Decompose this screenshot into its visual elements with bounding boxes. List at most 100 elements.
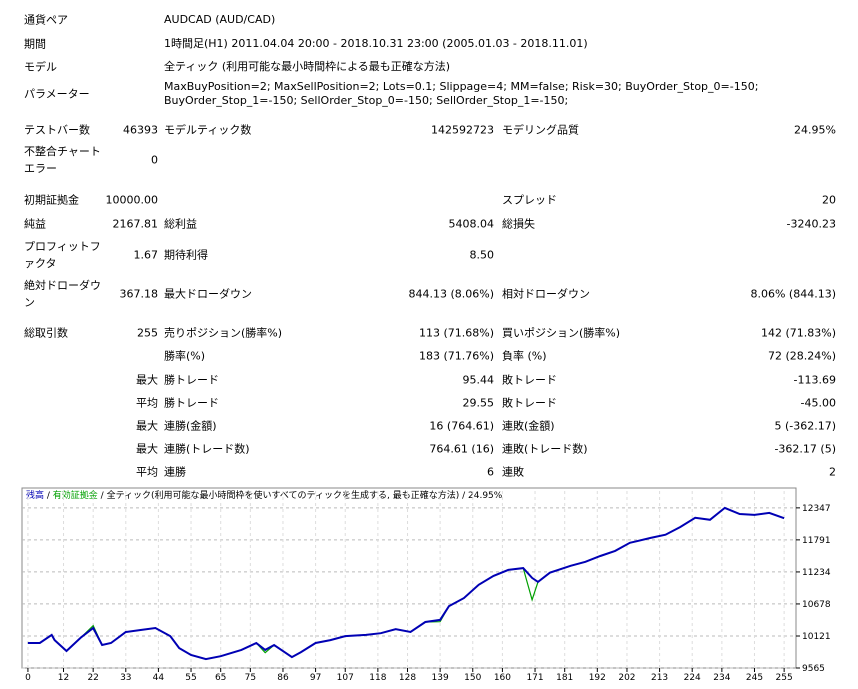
stat-value: 367.18 [119,287,159,301]
stat-value: 113 (71.68%) [418,326,494,340]
stat-value: 1.67 [133,248,159,262]
legend-balance: 残高 [26,489,44,501]
stat-label: 期待利得 [164,248,208,262]
stat-value: 5 (-362.17) [774,419,836,433]
legend-equity: 有効証拠金 [53,489,98,501]
stat-label: 総損失 [502,217,535,231]
stat-label: 負率 (%) [502,349,547,363]
stat-label: プロフィットファクタ [24,240,101,270]
stat-label: 敗トレード [502,373,557,387]
plot-frame [21,487,797,669]
x-tick-label: 65 [215,673,226,683]
stat-value: 2167.81 [112,217,159,231]
stat-label: テストバー数 [24,123,90,137]
stat-label: 総利益 [164,217,197,231]
chart-legend: 残高 / 有効証拠金 / 全ティック(利用可能な最小時間枠を使いすべてのティック… [26,489,503,501]
x-tick-label: 139 [432,673,449,683]
setting-value: AUDCAD (AUD/CAD) [164,13,276,26]
x-tick-label: 224 [684,673,701,683]
stat-label: 純益 [24,217,46,231]
stat-label: 総取引数 [24,326,68,340]
x-tick-label: 0 [25,673,31,683]
stat-label: 連勝(トレード数) [164,442,250,456]
stat-value: 142 (71.83%) [760,326,836,340]
x-tick-label: 245 [746,673,763,683]
stat-label: 連敗(金額) [502,419,555,433]
setting-label: パラメーター [24,87,90,101]
y-tick-label: 10121 [802,632,831,642]
stat-value: 844.13 (8.06%) [408,287,494,301]
series-line [27,506,785,661]
stat-label: 絶対ドローダウン [24,279,101,309]
setting-value: MaxBuyPosition=2; MaxSellPosition=2; Lot… [164,80,759,107]
stat-value: 最大 [136,373,158,387]
stat-value: 8.50 [469,248,495,262]
stat-value: 95.44 [462,373,495,387]
chart-subtitle: 全ティック(利用可能な最小時間枠を使いすべてのティックを生成する, 最も正確な方… [107,489,460,501]
stat-label: 連勝(金額) [164,419,217,433]
stat-value: 最大 [136,419,158,433]
stat-value: 0 [151,153,158,167]
stat-label: 敗トレード [502,396,557,410]
stat-value: 255 [137,326,158,340]
stat-label: 不整合チャートエラー [24,145,101,175]
stat-label: モデリング品質 [502,123,579,137]
stat-value: 最大 [136,442,158,456]
x-tick-label: 86 [277,673,289,683]
stat-value: 183 (71.76%) [418,349,494,363]
y-tick-label: 12347 [802,504,831,514]
x-tick-label: 171 [526,673,543,683]
x-tick-label: 181 [556,673,573,683]
stat-value: 10000.00 [105,193,159,207]
setting-label: 通貨ペア [24,13,68,27]
stat-label: 最大ドローダウン [164,287,252,301]
stat-value: -362.17 (5) [774,442,836,456]
stat-value: 平均 [136,396,158,410]
stat-value: 46393 [123,123,158,137]
x-tick-label: 150 [464,673,481,683]
stat-value: 24.95% [794,123,836,137]
stat-label: 売りポジション(勝率%) [164,326,283,340]
stat-label: スプレッド [502,193,557,207]
y-tick-label: 9565 [802,664,825,674]
chart-annotation: 24.95% [468,491,503,501]
x-tick-label: 12 [58,673,69,683]
stat-value: -113.69 [793,373,836,387]
setting-value: 全ティック (利用可能な最小時間枠による最も正確な方法) [164,60,451,73]
stat-value: 平均 [136,465,158,479]
x-tick-label: 118 [369,673,386,683]
stat-value: 6 [487,465,494,479]
x-tick-label: 128 [399,673,416,683]
x-tick-label: 234 [713,673,730,683]
x-tick-label: 202 [618,673,635,683]
stat-label: 初期証拠金 [24,193,79,207]
x-tick-label: 192 [589,673,606,683]
stat-label: 相対ドローダウン [502,287,590,301]
x-tick-label: 107 [337,673,354,683]
stat-label: モデルティック数 [164,123,252,137]
x-tick-label: 97 [310,673,321,683]
stat-value: -3240.23 [786,217,836,231]
stat-label: 勝率(%) [164,349,206,363]
setting-value: 1時間足(H1) 2011.04.04 20:00 - 2018.10.31 2… [164,37,588,50]
x-tick-label: 44 [153,673,165,683]
x-tick-label: 33 [120,673,131,683]
y-tick-label: 10678 [802,600,831,610]
stat-label: 連敗(トレード数) [502,442,588,456]
y-tick-label: 11234 [802,568,831,578]
stat-value: 29.55 [462,396,495,410]
stat-label: 買いポジション(勝率%) [502,326,621,340]
x-tick-label: 75 [245,673,256,683]
x-tick-label: 160 [494,673,511,683]
stat-label: 勝トレード [164,373,219,387]
stat-value: 8.06% (844.13) [750,287,836,301]
x-tick-label: 55 [185,673,196,683]
setting-label: モデル [24,60,57,74]
x-tick-label: 255 [776,673,793,683]
x-tick-label: 213 [651,673,668,683]
stat-value: 2 [829,465,836,479]
stat-value: 764.61 (16) [429,442,494,456]
stat-label: 連敗 [502,465,524,479]
